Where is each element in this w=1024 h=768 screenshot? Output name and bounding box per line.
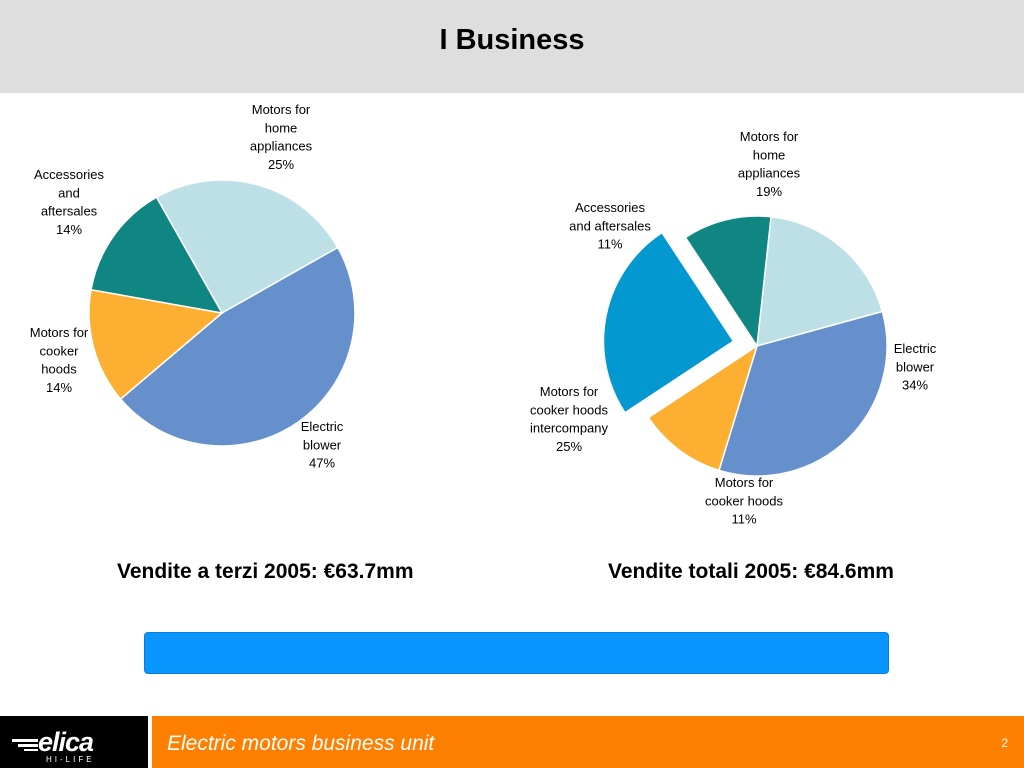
pie-charts: Motors for home appliances 25% Electric blowe… <box>30 102 937 527</box>
pie1-slice-4-label: Accessories and aftersales 14% <box>34 167 105 237</box>
pie1-slice-4 <box>90 196 224 315</box>
pie2-slice-1 <box>756 215 884 348</box>
highlight-box <box>144 632 889 674</box>
caption-left: Vendite a terzi 2005: €63.7mm <box>117 560 414 583</box>
page-title: I Business <box>439 24 585 56</box>
pie2-slice-2 <box>718 310 888 477</box>
pie1-slice-2-label: Electric blower 47% <box>301 419 344 471</box>
pie2-slice-2-label: Electric blower 34% <box>894 341 937 393</box>
pie1-slice-3-label: Motors for cooker hoods 14% <box>30 325 89 395</box>
pie2-slice-3-label: Motors for cooker hoods 11% <box>705 475 784 527</box>
pie2-slice-4 <box>602 231 735 414</box>
pie2-slice-4-label: Motors for cooker hoods intercompany 25% <box>530 384 609 454</box>
header-band <box>0 0 1024 93</box>
footer-text: Electric motors business unit <box>167 732 435 755</box>
page-number: 2 <box>1001 736 1008 750</box>
pie2-slice-1-label: Motors for home appliances 19% <box>738 129 801 199</box>
pie2-slice-5-label: Accessories and aftersales 11% <box>569 200 651 252</box>
logo: elica <box>38 727 94 757</box>
pie2-slice-5 <box>684 215 772 349</box>
footer-separator <box>148 716 152 768</box>
pie2-slice-3 <box>647 344 759 472</box>
pie1-slice-1 <box>155 179 339 315</box>
logo-speed-lines-icon <box>12 739 38 751</box>
caption-right: Vendite totali 2005: €84.6mm <box>608 560 894 583</box>
footer-bar <box>152 716 1024 768</box>
logo-tagline: HI-LIFE <box>46 755 95 764</box>
pie1-slice-1-label: Motors for home appliances 25% <box>250 102 313 172</box>
pie1-slice-3 <box>88 288 224 401</box>
pie1-slice-2 <box>119 246 356 447</box>
